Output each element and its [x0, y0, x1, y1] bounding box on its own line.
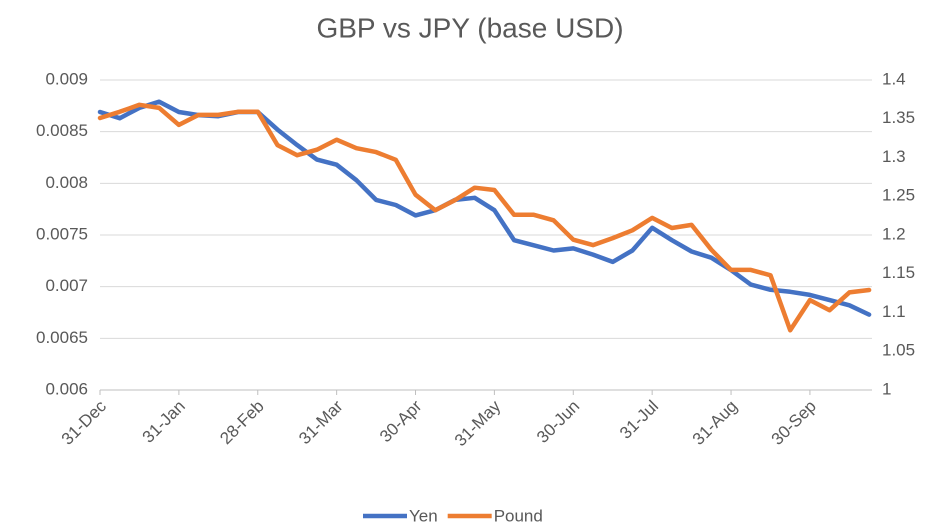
y2-tick-label: 1.2 [882, 224, 906, 243]
x-tick-label: 28-Feb [216, 397, 268, 449]
y-tick-label: 0.007 [45, 276, 88, 295]
legend-label: Yen [409, 506, 438, 525]
y2-tick-label: 1.25 [882, 186, 915, 205]
y2-tick-label: 1.1 [882, 302, 906, 321]
legend-label: Pound [494, 506, 543, 525]
x-tick-label: 30-Sep [768, 397, 820, 449]
y-tick-label: 0.0075 [36, 224, 88, 243]
x-tick-label: 31-Jan [139, 397, 189, 447]
x-tick-label: 30-Apr [376, 396, 426, 446]
x-tick-label: 31-Aug [689, 397, 741, 449]
y2-tick-label: 1.3 [882, 147, 906, 166]
y-tick-label: 0.009 [45, 69, 88, 88]
y-tick-label: 0.0065 [36, 328, 88, 347]
y-tick-label: 0.006 [45, 379, 88, 398]
x-tick-label: 30-Jun [533, 397, 583, 447]
x-tick-label: 31-Mar [295, 396, 347, 448]
y2-tick-label: 1.05 [882, 341, 915, 360]
line-series [97, 102, 872, 333]
x-tick-label: 31-May [451, 396, 505, 450]
y2-tick-label: 1.4 [882, 69, 906, 88]
y2-tick-label: 1.35 [882, 108, 915, 127]
y-tick-label: 0.0085 [36, 121, 88, 140]
x-tick-label: 31-Dec [58, 396, 111, 449]
chart-title: GBP vs JPY (base USD) [316, 12, 623, 43]
y-tick-label: 0.008 [45, 173, 88, 192]
x-tick-label: 31-Jul [616, 397, 662, 443]
y2-tick-label: 1.15 [882, 263, 915, 282]
line-series [97, 99, 872, 317]
y2-tick-label: 1 [882, 379, 891, 398]
